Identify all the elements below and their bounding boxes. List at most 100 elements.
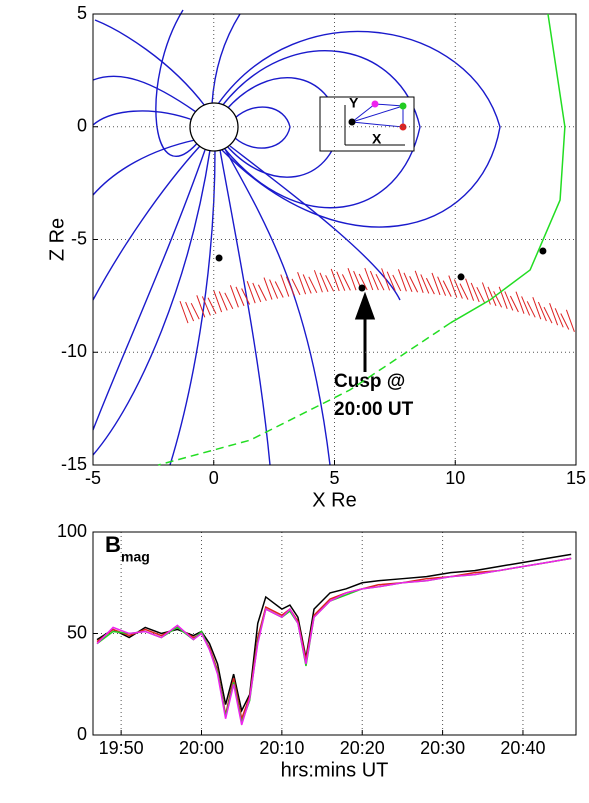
field-line: [94, 19, 206, 107]
field-line: [92, 139, 196, 196]
x-tick-label: 0: [209, 468, 219, 488]
x-tick-label: 20:00: [179, 738, 224, 758]
hatch-line: [297, 271, 307, 295]
x-axis-label: hrs:mins UT: [281, 759, 389, 781]
annotation: Cusp @: [334, 371, 405, 392]
inset-label: X: [372, 131, 382, 147]
x-tick-label: 5: [329, 468, 339, 488]
hatch-line: [515, 291, 525, 314]
sc: [399, 123, 407, 131]
spacecraft-position: [215, 254, 223, 262]
y-tick-label: 100: [57, 521, 87, 541]
hatch-line: [425, 277, 435, 295]
hatch-line: [560, 313, 570, 330]
field-line: [217, 30, 501, 228]
plot-frame: [92, 13, 577, 466]
plot-frame: [92, 531, 577, 736]
hatch-line: [521, 296, 531, 316]
hatch-line: [347, 268, 357, 291]
hatch-line: [526, 301, 536, 318]
data-line: [96, 557, 572, 726]
chart-title: B: [105, 532, 121, 557]
x-tick-label: 19:50: [99, 738, 144, 758]
hatch-line: [543, 306, 553, 324]
y-tick-label: 0: [77, 116, 87, 136]
red-hatching: [179, 267, 575, 332]
hatch-line: [448, 275, 458, 298]
hatch-line: [291, 278, 301, 296]
hatch-line: [319, 272, 329, 292]
magnetopause: [158, 322, 451, 466]
hatch-line: [442, 280, 452, 297]
x-tick-label: 20:10: [259, 738, 304, 758]
hatch-line: [313, 270, 323, 293]
y-tick-label: -10: [61, 341, 87, 361]
hatch-line: [465, 278, 475, 301]
hatch-line: [437, 276, 447, 296]
hatch-line: [420, 274, 430, 294]
hatch-line: [241, 288, 251, 305]
x-tick-label: 10: [445, 468, 465, 488]
hatch-line: [504, 291, 514, 311]
hatch-line: [498, 286, 508, 309]
annotation: 20:00 UT: [334, 399, 414, 420]
hatch-line: [554, 308, 564, 328]
field-line: [219, 149, 271, 466]
hatch-line: [190, 302, 200, 320]
field-line: [229, 145, 401, 301]
spacecraft-position: [457, 273, 465, 281]
field-line: [155, 9, 201, 157]
hatch-line: [487, 286, 497, 307]
field-line: [224, 148, 331, 466]
hatch-line: [431, 272, 441, 296]
sc: [348, 118, 356, 126]
hatch-line: [375, 273, 385, 291]
y-tick-label: -15: [61, 454, 87, 474]
x-tick-label: -5: [85, 468, 101, 488]
hatch-line: [325, 275, 335, 292]
hatch-line: [280, 274, 290, 297]
chart-title-subscript: mag: [121, 549, 150, 565]
field-line: [169, 149, 216, 466]
hatch-line: [257, 284, 267, 301]
hatch-line: [532, 297, 542, 320]
data-line: [96, 557, 572, 722]
hatch-line: [397, 269, 407, 292]
hatch-line: [336, 271, 346, 291]
hatch-line: [246, 281, 256, 304]
spacecraft-position: [358, 284, 366, 292]
data-line: [96, 557, 572, 726]
hatch-line: [381, 268, 391, 291]
x-tick-label: 20:30: [420, 738, 465, 758]
y-tick-label: 5: [77, 3, 87, 23]
hatch-line: [330, 268, 340, 292]
x-tick-label: 15: [566, 468, 586, 488]
x-tick-label: 20:20: [340, 738, 385, 758]
hatch-line: [459, 283, 469, 300]
cusp-arrow: [354, 291, 376, 372]
y-axis-label: Z Re: [46, 218, 68, 261]
hatch-line: [493, 291, 503, 308]
field-line: [92, 145, 201, 301]
hatch-line: [274, 281, 284, 298]
hatch-line: [403, 272, 413, 292]
hatch-line: [185, 301, 195, 322]
y-tick-label: -5: [71, 228, 87, 248]
field-line: [221, 50, 421, 209]
spacecraft-position: [539, 247, 547, 255]
hatch-line: [179, 300, 189, 324]
field-line: [92, 149, 211, 456]
hatch-line: [263, 277, 273, 300]
hatch-line: [549, 303, 559, 326]
hatch-line: [302, 274, 312, 294]
hatch-line: [509, 295, 519, 313]
hatch-line: [414, 270, 424, 294]
hatch-line: [213, 289, 223, 313]
hatch-line: [409, 276, 419, 293]
hatch-line: [308, 276, 318, 294]
inset: Y X: [319, 95, 415, 152]
field-lines: [92, 9, 501, 466]
hatch-line: [565, 309, 575, 332]
hatch-line: [218, 291, 228, 311]
hatch-line: [537, 301, 547, 322]
